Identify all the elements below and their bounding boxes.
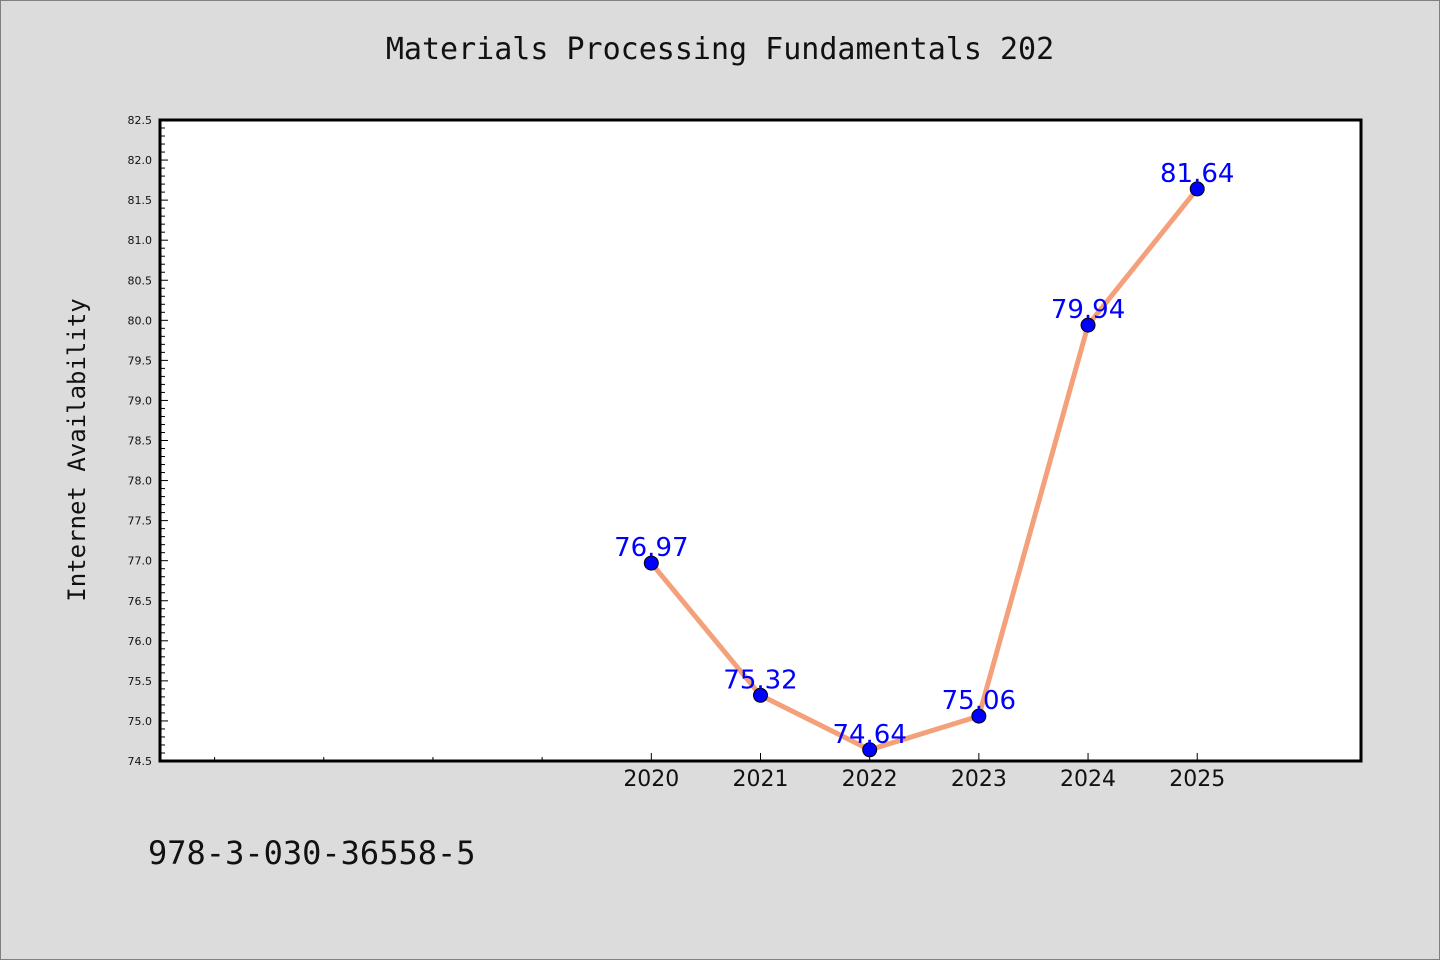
- x-tick-label: 2022: [842, 767, 898, 792]
- data-point: [1189, 181, 1205, 197]
- y-tick-label: 79.5: [128, 354, 153, 367]
- chart-title: Materials Processing Fundamentals 202: [385, 32, 1055, 67]
- data-point: [862, 742, 878, 758]
- data-label: 76.97: [614, 533, 688, 563]
- y-tick-label: 76.0: [128, 635, 153, 648]
- y-tick-label: 78.5: [128, 435, 153, 448]
- y-tick-label: 79.0: [128, 394, 153, 407]
- y-tick-label: 80.0: [128, 314, 153, 327]
- plot-area: [158, 118, 1363, 763]
- x-tick-label: 2021: [733, 767, 789, 792]
- data-point: [643, 555, 659, 571]
- data-label: 81.64: [1160, 159, 1234, 189]
- data-point: [753, 687, 768, 703]
- y-tick-label: 75.5: [128, 675, 153, 688]
- data-label: 75.06: [942, 686, 1016, 716]
- y-tick-label: 81.5: [128, 194, 153, 207]
- y-tick-label: 82.5: [128, 114, 153, 127]
- y-tick-label: 82.0: [128, 154, 153, 167]
- y-tick-label: 76.5: [128, 595, 153, 608]
- y-axis-label: Internet Availability: [63, 298, 91, 601]
- x-tick-label: 2020: [623, 767, 679, 792]
- data-point: [971, 708, 987, 724]
- y-tick-label: 74.5: [128, 755, 153, 768]
- y-tick-label: 80.5: [128, 274, 153, 287]
- data-point: [1080, 317, 1096, 333]
- data-label: 74.64: [832, 720, 906, 750]
- y-tick-label: 77.5: [128, 515, 153, 528]
- y-tick-label: 78.0: [128, 475, 153, 488]
- footer-code: 978-3-030-36558-5: [148, 834, 476, 872]
- x-tick-label: 2024: [1060, 767, 1116, 792]
- y-tick-label: 77.0: [128, 555, 153, 568]
- x-tick-label: 2023: [951, 767, 1007, 792]
- x-tick-label: 2025: [1169, 767, 1225, 792]
- y-tick-label: 81.0: [128, 234, 153, 247]
- data-label: 79.94: [1051, 295, 1125, 325]
- data-label: 75.32: [723, 665, 797, 695]
- series-line: [648, 186, 1200, 753]
- y-tick-label: 75.0: [128, 715, 153, 728]
